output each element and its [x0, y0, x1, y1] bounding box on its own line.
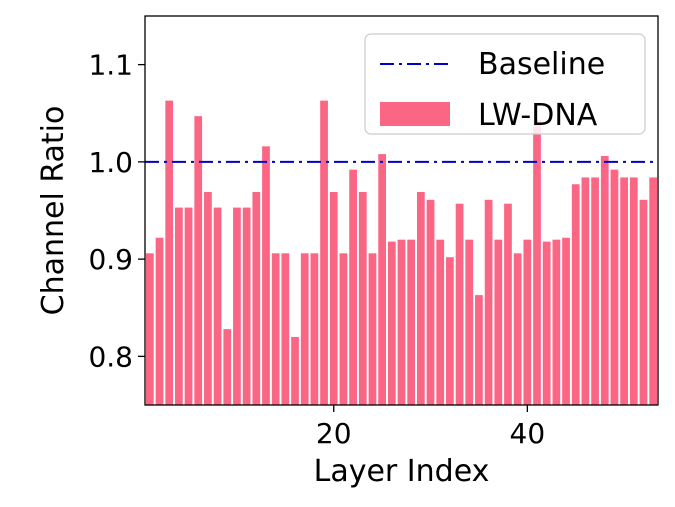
bar-8	[213, 207, 222, 405]
bar-29	[416, 192, 425, 405]
bar-37	[494, 239, 503, 405]
bar-25	[378, 154, 387, 405]
bar-14	[271, 253, 280, 405]
bar-49	[610, 169, 619, 405]
bar-3	[165, 100, 174, 406]
bar-4	[175, 207, 183, 405]
bars-layer	[145, 100, 658, 406]
y-axis-title: Channel Ratio	[36, 106, 71, 316]
bar-15	[281, 253, 290, 405]
bar-1	[145, 253, 154, 405]
x-tick-label: 20	[316, 417, 352, 450]
bar-12	[252, 192, 261, 405]
bar-31	[436, 239, 445, 405]
bar-44	[562, 237, 570, 405]
bar-50	[620, 177, 628, 405]
legend-bar-label: LW-DNA	[478, 98, 598, 133]
bar-17	[300, 253, 309, 405]
bar-5	[184, 207, 193, 405]
bar-34	[465, 239, 474, 405]
bar-41	[533, 120, 541, 405]
legend-baseline-label: Baseline	[478, 47, 605, 82]
plot-frame	[144, 15, 659, 406]
bar-30	[426, 199, 435, 405]
legend-bar-swatch	[380, 102, 450, 126]
x-tick-label: 40	[510, 417, 546, 450]
y-tick-label: 0.9	[88, 243, 133, 276]
bar-40	[523, 239, 532, 405]
bar-36	[484, 199, 493, 405]
bar-20	[329, 192, 338, 405]
bar-24	[368, 253, 377, 405]
bar-52	[639, 199, 648, 405]
bar-13	[262, 146, 270, 405]
bar-33	[455, 203, 464, 405]
bar-43	[552, 239, 561, 405]
bar-47	[591, 177, 599, 405]
bar-16	[291, 336, 299, 405]
y-tick-label: 1.0	[88, 146, 133, 179]
bar-22	[349, 169, 357, 405]
x-axis-title: Layer Index	[314, 454, 490, 489]
bar-46	[581, 177, 590, 405]
bar-21	[339, 253, 348, 405]
bar-19	[320, 100, 328, 406]
ticks-layer: 0.8 0.9 1.0 1.1 20 40	[88, 49, 545, 450]
bar-42	[542, 241, 551, 405]
y-tick-label: 0.8	[88, 340, 133, 373]
y-tick-label: 1.1	[88, 49, 133, 82]
legend: Baseline LW-DNA	[364, 33, 646, 135]
bar-2	[155, 237, 164, 405]
bar-35	[475, 295, 483, 405]
bar-53	[649, 177, 658, 405]
bar-18	[310, 253, 319, 405]
bar-10	[233, 207, 241, 405]
bar-7	[204, 192, 212, 405]
bar-39	[513, 253, 522, 405]
bar-9	[223, 329, 232, 405]
bar-38	[504, 203, 512, 405]
bar-45	[571, 184, 580, 405]
bar-27	[397, 239, 406, 405]
bar-51	[629, 177, 638, 405]
bar-23	[358, 192, 367, 405]
bar-6	[194, 116, 203, 406]
bar-26	[387, 241, 396, 405]
bar-11	[242, 207, 251, 405]
bar-48	[600, 156, 609, 405]
bar-32	[446, 257, 454, 405]
bar-28	[407, 239, 416, 405]
